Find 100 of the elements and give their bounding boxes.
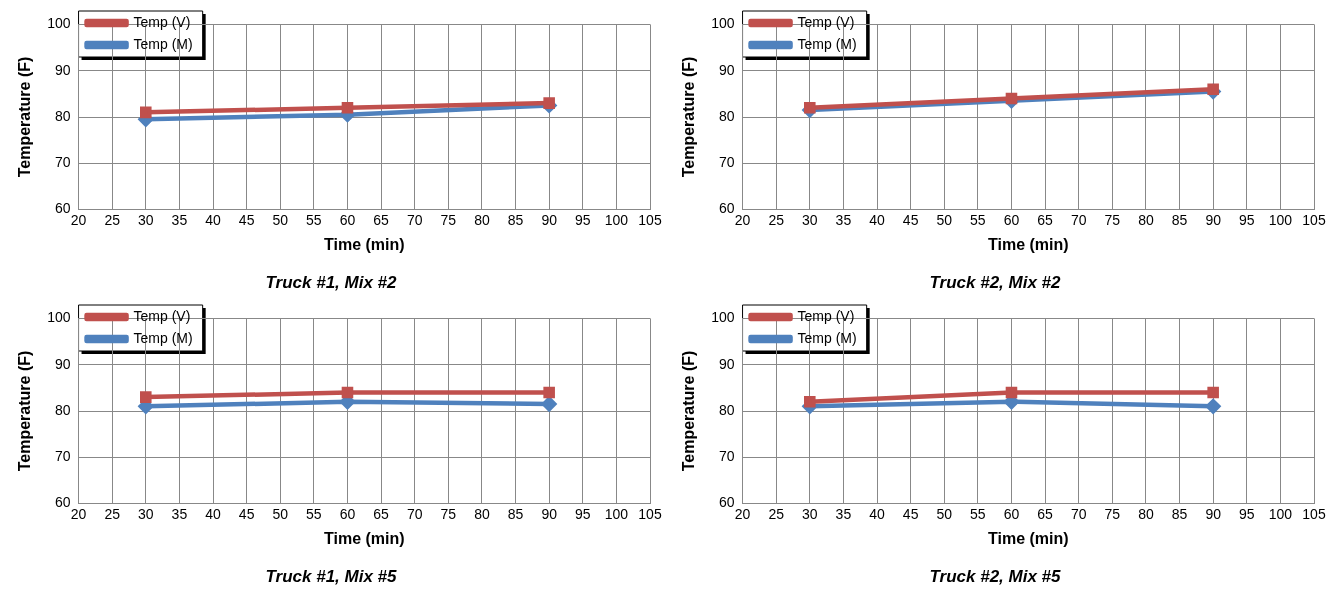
text: Truck #2, Mix #5 bbox=[929, 567, 1062, 587]
y-tick-label: 60 bbox=[54, 494, 71, 511]
y-axis-title: Temperature (F) bbox=[16, 56, 34, 178]
x-tick-label: 60 bbox=[339, 211, 356, 228]
y-tick-label: 70 bbox=[54, 154, 71, 171]
x-tick-label: 90 bbox=[541, 505, 558, 522]
y-tick-label: 100 bbox=[711, 15, 735, 32]
legend-label: Temp (V) bbox=[797, 307, 855, 324]
x-tick-label: 70 bbox=[406, 211, 423, 228]
x-tick-label: 40 bbox=[205, 505, 222, 522]
y-axis-title: Temperature (F) bbox=[680, 56, 698, 178]
x-tick-label: 50 bbox=[272, 505, 289, 522]
x-tick-label: 90 bbox=[541, 211, 558, 228]
x-tick-label: 35 bbox=[171, 211, 188, 228]
x-tick-label: 50 bbox=[936, 505, 953, 522]
x-tick-label: 55 bbox=[306, 211, 322, 228]
x-tick-label: 85 bbox=[507, 505, 524, 522]
y-tick-label: 70 bbox=[718, 154, 735, 171]
x-tick-label: 50 bbox=[272, 211, 289, 228]
x-tick-label: 85 bbox=[1171, 505, 1188, 522]
x-tick-label: 30 bbox=[802, 505, 818, 522]
y-tick-label: 80 bbox=[54, 401, 71, 418]
y-tick-label: 80 bbox=[718, 107, 735, 124]
y-tick-label: 60 bbox=[54, 200, 71, 217]
x-tick-label: 65 bbox=[373, 505, 390, 522]
x-tick-label: 25 bbox=[768, 505, 785, 522]
x-tick-label: 20 bbox=[70, 211, 87, 228]
x-tick-label: 25 bbox=[768, 211, 785, 228]
x-tick-label: 40 bbox=[205, 211, 222, 228]
x-tick-label: 105 bbox=[638, 211, 662, 228]
x-tick-label: 75 bbox=[440, 505, 457, 522]
y-tick-label: 90 bbox=[718, 61, 735, 78]
x-tick-label: 45 bbox=[238, 505, 255, 522]
y-tick-label: 100 bbox=[47, 309, 71, 326]
x-tick-label: 70 bbox=[1070, 211, 1087, 228]
x-tick-label: 35 bbox=[835, 211, 852, 228]
x-tick-label: 40 bbox=[869, 211, 886, 228]
x-tick-label: 60 bbox=[1003, 211, 1020, 228]
x-tick-label: 105 bbox=[1302, 211, 1326, 228]
x-tick-label: 40 bbox=[869, 505, 886, 522]
x-tick-label: 75 bbox=[1104, 211, 1121, 228]
x-tick-label: 70 bbox=[1070, 505, 1087, 522]
x-tick-label: 90 bbox=[1205, 505, 1222, 522]
x-tick-label: 65 bbox=[1037, 211, 1054, 228]
x-tick-label: 60 bbox=[339, 505, 356, 522]
y-tick-label: 90 bbox=[718, 355, 735, 372]
x-tick-label: 100 bbox=[604, 211, 629, 228]
x-tick-label: 35 bbox=[835, 505, 852, 522]
y-axis-title: Temperature (F) bbox=[16, 350, 34, 472]
x-axis-title: Time (min) bbox=[323, 236, 405, 254]
y-tick-label: 60 bbox=[718, 200, 735, 217]
legend-label: Temp (V) bbox=[133, 307, 191, 324]
x-axis-title: Time (min) bbox=[987, 530, 1069, 548]
x-tick-label: 45 bbox=[902, 211, 919, 228]
x-tick-label: 60 bbox=[1003, 505, 1020, 522]
x-tick-label: 80 bbox=[1138, 505, 1154, 522]
x-tick-label: 50 bbox=[936, 211, 953, 228]
y-tick-label: 90 bbox=[54, 61, 71, 78]
x-axis-title: Time (min) bbox=[987, 236, 1069, 254]
legend-label: Temp (M) bbox=[797, 35, 857, 52]
x-axis-title: Time (min) bbox=[323, 530, 405, 548]
x-tick-label: 65 bbox=[373, 211, 390, 228]
x-tick-label: 95 bbox=[1238, 505, 1255, 522]
x-tick-label: 20 bbox=[70, 505, 87, 522]
y-tick-label: 60 bbox=[718, 494, 735, 511]
x-tick-label: 95 bbox=[574, 505, 591, 522]
legend-label: Temp (M) bbox=[133, 329, 193, 346]
x-tick-label: 75 bbox=[1104, 505, 1121, 522]
y-tick-label: 100 bbox=[711, 309, 735, 326]
x-tick-label: 20 bbox=[734, 211, 751, 228]
x-tick-label: 85 bbox=[507, 211, 524, 228]
x-tick-label: 105 bbox=[638, 505, 662, 522]
x-tick-label: 80 bbox=[1138, 211, 1154, 228]
x-tick-label: 80 bbox=[474, 211, 490, 228]
y-tick-label: 70 bbox=[54, 448, 71, 465]
y-tick-label: 80 bbox=[718, 401, 735, 418]
x-tick-label: 95 bbox=[574, 211, 591, 228]
x-tick-label: 55 bbox=[306, 505, 322, 522]
x-tick-label: 30 bbox=[138, 211, 154, 228]
x-tick-label: 85 bbox=[1171, 211, 1188, 228]
x-tick-label: 20 bbox=[734, 505, 751, 522]
x-tick-label: 30 bbox=[138, 505, 154, 522]
y-tick-label: 90 bbox=[54, 355, 71, 372]
x-tick-label: 45 bbox=[902, 505, 919, 522]
x-tick-label: 80 bbox=[474, 505, 490, 522]
y-tick-label: 80 bbox=[54, 107, 71, 124]
x-tick-label: 25 bbox=[104, 211, 121, 228]
legend-label: Temp (M) bbox=[133, 35, 193, 52]
x-tick-label: 70 bbox=[406, 505, 423, 522]
x-tick-label: 35 bbox=[171, 505, 188, 522]
text: Truck #1, Mix #5 bbox=[265, 567, 398, 587]
legend-label: Temp (V) bbox=[797, 13, 855, 30]
x-tick-label: 55 bbox=[970, 211, 986, 228]
y-axis-title: Temperature (F) bbox=[680, 350, 698, 472]
x-tick-label: 105 bbox=[1302, 505, 1326, 522]
x-tick-label: 100 bbox=[604, 505, 629, 522]
x-tick-label: 100 bbox=[1268, 505, 1293, 522]
y-tick-label: 100 bbox=[47, 15, 71, 32]
text: Truck #2, Mix #2 bbox=[929, 273, 1062, 293]
x-tick-label: 100 bbox=[1268, 211, 1293, 228]
